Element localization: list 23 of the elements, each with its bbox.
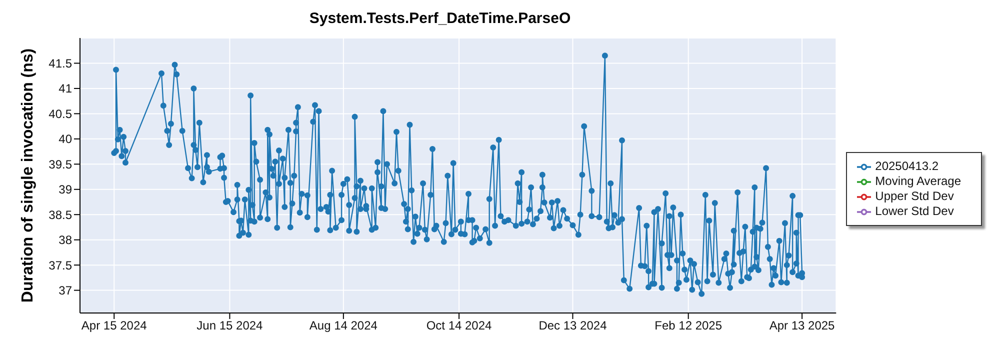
x-tick-label: Apr 15 2024 (81, 318, 148, 333)
x-tick-label: Apr 13 2025 (769, 318, 836, 333)
x-tick-label: Oct 14 2024 (426, 318, 492, 333)
legend-label: Upper Std Dev (875, 189, 954, 203)
x-tick-label: Dec 13 2024 (538, 318, 608, 333)
y-tick-label: 41 (58, 82, 72, 96)
y-axis-title: Duration of single invocation (ns) (20, 48, 37, 303)
legend-label: Lower Std Dev (875, 204, 954, 218)
y-tick-label: 41.5 (48, 56, 72, 70)
x-tick-label: Feb 12 2025 (654, 318, 722, 333)
y-tick-label: 37 (58, 284, 72, 298)
y-tick-label: 38.5 (48, 208, 72, 222)
chart-title: System.Tests.Perf_DateTime.ParseO (308, 9, 572, 29)
y-tick-label: 38 (58, 233, 72, 248)
x-tick-label: Jun 15 2024 (196, 318, 264, 333)
legend-label: 20250413.2 (875, 159, 939, 174)
legend-label: Moving Average (875, 174, 961, 188)
y-tick-label: 40 (58, 132, 72, 146)
y-tick-label: 37.5 (48, 258, 72, 272)
x-tick-label: Aug 14 2024 (309, 318, 378, 333)
y-tick-label: 40.5 (48, 106, 72, 121)
y-tick-label: 39.5 (48, 157, 72, 172)
y-tick-label: 39 (58, 182, 72, 197)
